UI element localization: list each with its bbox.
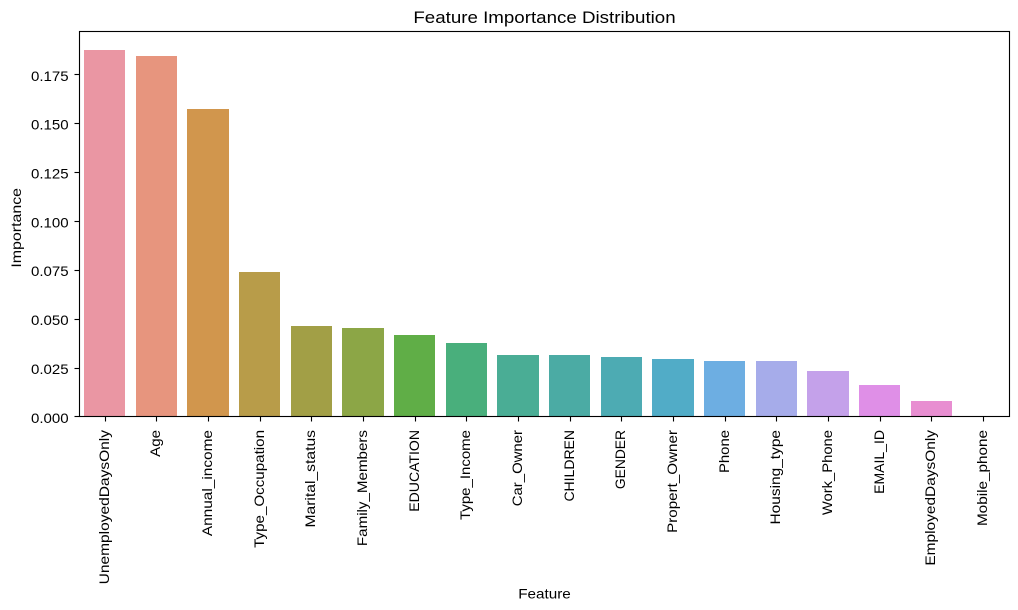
svg-text:Mobile_phone: Mobile_phone <box>974 430 990 526</box>
svg-text:Propert_Owner: Propert_Owner <box>664 430 680 533</box>
svg-text:Family_Members: Family_Members <box>354 430 370 546</box>
svg-text:0.175: 0.175 <box>31 68 69 84</box>
svg-text:Phone: Phone <box>716 430 732 473</box>
svg-text:Annual_income: Annual_income <box>199 430 215 536</box>
svg-text:0.150: 0.150 <box>31 117 69 133</box>
svg-text:UnemployedDaysOnly: UnemployedDaysOnly <box>96 430 112 584</box>
svg-text:EDUCATION: EDUCATION <box>406 430 422 512</box>
svg-text:Feature: Feature <box>518 585 571 601</box>
svg-text:0.050: 0.050 <box>31 312 69 328</box>
svg-text:0.000: 0.000 <box>31 410 69 426</box>
svg-text:Type_Occupation: Type_Occupation <box>251 430 267 548</box>
svg-text:Work_Phone: Work_Phone <box>819 430 835 515</box>
svg-text:Marital_status: Marital_status <box>302 430 318 528</box>
svg-text:Car_Owner: Car_Owner <box>509 430 525 507</box>
svg-text:0.125: 0.125 <box>31 165 69 181</box>
svg-text:0.075: 0.075 <box>31 263 69 279</box>
svg-text:Housing_type: Housing_type <box>767 430 783 525</box>
svg-text:Importance: Importance <box>8 188 24 268</box>
svg-text:Age: Age <box>147 430 163 457</box>
svg-text:CHILDREN: CHILDREN <box>561 430 577 502</box>
svg-text:EmployedDaysOnly: EmployedDaysOnly <box>922 430 938 566</box>
svg-text:Type_Income: Type_Income <box>457 430 473 520</box>
svg-text:0.100: 0.100 <box>31 214 69 230</box>
svg-text:GENDER: GENDER <box>612 430 628 489</box>
svg-text:EMAIL_ID: EMAIL_ID <box>871 430 887 494</box>
svg-text:0.025: 0.025 <box>31 361 69 377</box>
svg-text:Feature Importance Distributio: Feature Importance Distribution <box>413 8 675 27</box>
